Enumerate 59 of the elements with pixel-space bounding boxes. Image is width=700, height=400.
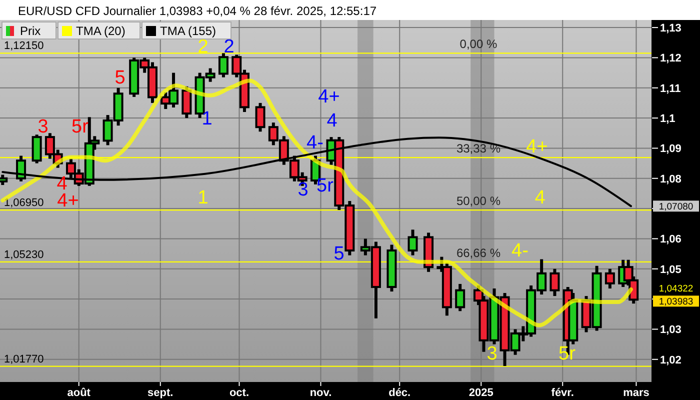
annotation: 5r [558,344,576,364]
x-tick-label: 2025 [468,387,494,399]
ref-line-label: 1,12150 [4,40,44,52]
x-tick-label: oct. [229,387,250,399]
text: 1,04322 [658,283,694,294]
ref-line-label: 1,05230 [4,248,44,261]
candlestick [32,134,42,164]
candlestick [16,156,26,182]
annotation: 1 [202,108,212,130]
annotation: 0,00 % [460,37,498,52]
annotation: 4- [306,132,324,154]
candlestick [604,268,615,288]
x-tick-label: mars [623,387,650,399]
annotation: 33,33 % [456,142,501,156]
x-tick-label: août [67,387,91,399]
x-tick-label: nov. [310,387,332,399]
annotation: 2 [198,36,208,58]
y-tick-label: 1,06 [660,234,682,246]
candlestick [550,268,560,296]
y-tick-label: 1,11 [660,82,681,95]
annotation: 5 [114,68,126,88]
y-tick-label: 1,02 [660,354,682,366]
y-tick-label: 1,03 [660,324,682,336]
annotation: 1 [198,188,208,208]
annotation: 4+ [318,86,340,108]
candlestick [218,53,228,78]
annotation: 4 [326,110,338,132]
annotation: 4 [534,188,546,208]
annotation: 4- [512,240,528,262]
y-tick-label: 1,1 [660,113,676,126]
annotation: 3 [298,180,308,200]
y-tick-label: 1,13 [660,22,682,35]
y-tick-label: 1,08 [660,173,682,186]
annotation: 66,66 % [456,246,501,260]
legend-label: TMA (155) [160,24,216,38]
ref-line-label: 1,06950 [4,197,44,210]
candlestick [408,230,418,256]
text: 1,07080 [658,202,694,213]
annotation: 5r [316,176,334,196]
annotation: 3 [486,344,498,364]
legend-label: Prix [20,24,41,38]
annotation: 5 [334,244,344,264]
chart-title: EUR/USD CFD Journalier 1,03983 +0,04 % 28 févr. 2025, 12:55:17 [18,4,377,18]
text: 1,03983 [658,296,694,308]
candlestick [455,284,466,312]
annotation: 2 [224,36,234,58]
annotation: 4+ [526,136,548,158]
x-tick-label: sept. [148,387,174,399]
legend-label: TMA (20) [76,24,126,38]
annotation: 50,00 % [456,194,501,208]
candlestick [182,86,192,118]
line-series [2,136,632,208]
annotation: 3 [38,116,48,138]
y-tick-label: 1,09 [660,143,682,156]
x-tick-label: févr. [551,387,574,399]
ref-line-label: 1,01770 [4,353,44,366]
x-tick-label: déc. [388,387,411,399]
y-tick-label: 1,05 [660,264,682,276]
y-tick-label: 1,12 [660,52,682,65]
